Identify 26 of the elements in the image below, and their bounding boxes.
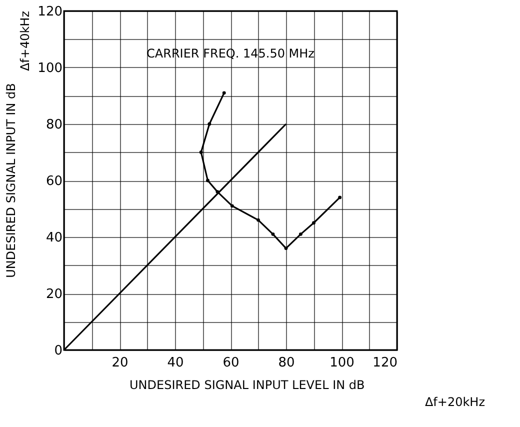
y-tick-label: 20: [46, 287, 62, 302]
point: [338, 196, 342, 200]
x-tick-label: 40: [167, 356, 184, 370]
y-axis-title: UNDESIRED SIGNAL INPUT IN dB Δf+40kHz: [4, 11, 32, 278]
y-tick-label: 120: [38, 4, 62, 20]
x-tick-label: 120: [372, 356, 398, 370]
point: [256, 218, 260, 222]
point: [199, 150, 203, 154]
point: [222, 91, 226, 95]
x-tick-label: 80: [278, 356, 295, 370]
y-tick-label: 80: [46, 118, 62, 132]
point: [298, 232, 302, 236]
y-tick-label: 60: [46, 174, 62, 189]
point: [284, 246, 288, 250]
text: UNDESIRED SIGNAL INPUT LEVEL IN dB Δf+20kHz: [130, 378, 485, 409]
point: [206, 178, 210, 182]
y-tick-label: 100: [38, 61, 62, 76]
x-tick-label: 20: [112, 356, 128, 370]
x-tick-label: 100: [330, 356, 354, 370]
point: [230, 204, 234, 208]
point: [208, 122, 212, 126]
y-tick-label: 0: [54, 344, 62, 358]
y-tick-label: 40: [46, 230, 62, 246]
point: [312, 221, 316, 225]
point: [271, 232, 275, 236]
x-tick-label: 60: [222, 356, 240, 370]
